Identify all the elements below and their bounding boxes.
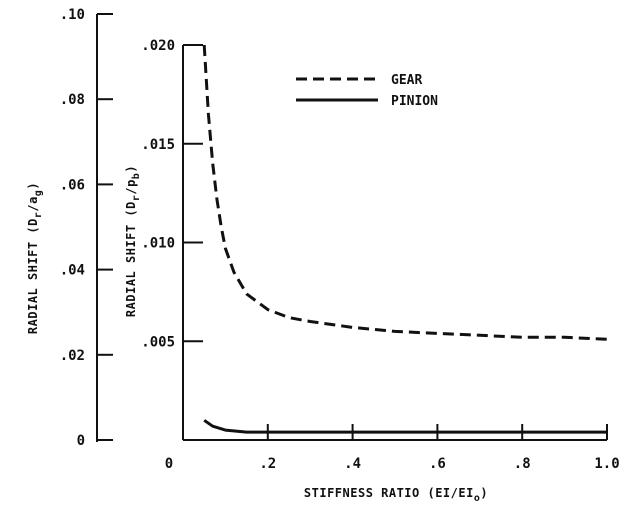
x-tick-label: .8 [514,456,531,472]
inner-y-axis-title-part: b [131,173,142,180]
outer-y-tick-label: .02 [60,348,85,364]
legend-label-gear: GEAR [391,73,422,88]
inner-y-tick-label: .015 [141,137,175,153]
series-line-gear [202,44,608,341]
x-axis-title-close: ) [480,486,488,500]
x-tick-label: 0 [165,456,173,472]
outer-y-tick-label: .08 [60,92,85,108]
outer-y-axis-title-part: RADIAL SHIFT (D [26,218,40,334]
inner-y-tick-label: .020 [141,38,175,54]
x-tick-label: 1.0 [594,456,619,472]
inner-y-axis-title: RADIAL SHIFT (Dr/pb) [124,165,142,317]
x-axis-title: STIFFNESS RATIO (EI/EIo) [304,486,488,504]
inner-y-axis-title-part: r [131,195,142,202]
x-axis-title-sub: o [474,493,481,504]
legend: GEAR PINION [296,73,438,109]
axis-titles: RADIAL SHIFT (Dr/ag)RADIAL SHIFT (Dr/pb)… [26,165,488,504]
outer-y-axis-title: RADIAL SHIFT (Dr/ag) [26,182,44,334]
plot-lines [202,44,608,434]
x-tick-label: .4 [344,456,361,472]
inner-y-tick-label: .005 [141,334,175,350]
inner-y-axis: .005 .010 .015 .020 [141,38,203,440]
outer-y-tick-label: .06 [60,177,85,193]
x-tick-label: .2 [259,456,276,472]
legend-label-pinion: PINION [391,94,438,109]
outer-y-tick-label: .04 [60,263,85,279]
inner-y-tick-label: .010 [141,236,175,252]
series-line-pinion [203,419,607,434]
outer-y-axis: 0 .02 .04 .06 .08 .10 [60,7,113,449]
inner-y-axis-title-part: ) [124,165,138,173]
outer-y-axis-title-part: ) [26,182,40,190]
inner-y-axis-title-part: /p [124,179,138,194]
outer-y-tick-label: .10 [60,7,85,23]
outer-y-tick-label: 0 [77,433,85,449]
x-axis-title-main: STIFFNESS RATIO (EI/EI [304,486,474,500]
outer-y-axis-title-part: g [33,190,44,197]
x-tick-label: .6 [429,456,446,472]
outer-y-axis-title-part: r [33,212,44,219]
inner-y-axis-title-part: RADIAL SHIFT (D [124,201,138,317]
outer-y-axis-title-part: /a [26,196,40,211]
